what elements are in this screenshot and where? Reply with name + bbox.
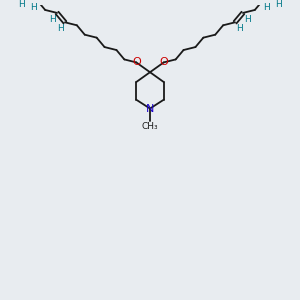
Text: H: H: [57, 25, 64, 34]
Text: H: H: [50, 15, 56, 24]
Text: N: N: [146, 103, 154, 113]
Text: H: H: [18, 0, 25, 9]
Text: CH₃: CH₃: [142, 122, 158, 131]
Text: H: H: [263, 3, 270, 12]
Text: H: H: [244, 15, 250, 24]
Text: O: O: [132, 57, 141, 68]
Text: H: H: [236, 25, 243, 34]
Text: H: H: [275, 0, 282, 9]
Text: H: H: [30, 3, 37, 12]
Text: O: O: [159, 57, 168, 68]
